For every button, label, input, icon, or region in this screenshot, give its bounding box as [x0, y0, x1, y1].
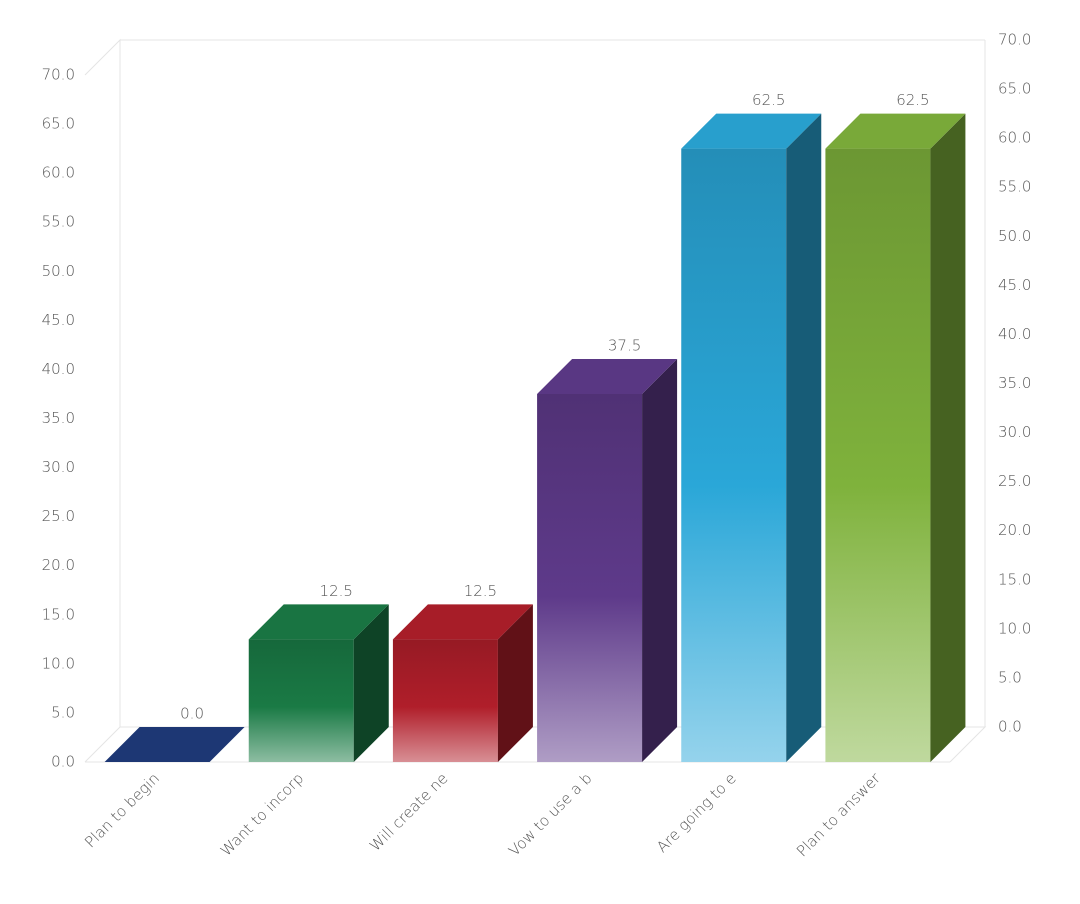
y2-tick-label: 15.0 [998, 570, 1031, 588]
x-tick-label: Vow to use a b [505, 769, 595, 859]
y2-tick-label: 20.0 [998, 521, 1031, 539]
y-tick-label: 45.0 [42, 311, 75, 329]
value-label: 12.5 [320, 582, 353, 600]
y-tick-label: 35.0 [42, 409, 75, 427]
value-label: 12.5 [464, 582, 497, 600]
bar-front [537, 393, 643, 762]
bar-side [497, 604, 533, 762]
y-tick-label: 10.0 [42, 654, 75, 672]
y-tick-label: 25.0 [42, 507, 75, 525]
bar-front [681, 148, 787, 762]
y-tick-label: 50.0 [42, 262, 75, 280]
value-label: 37.5 [608, 336, 641, 354]
bar-top [681, 113, 822, 149]
bar-side [642, 358, 678, 762]
x-tick-label: Plan to begin [81, 769, 163, 851]
y2-tick-label: 25.0 [998, 472, 1031, 490]
bar-side [786, 113, 822, 763]
y2-tick-label: 65.0 [998, 80, 1031, 98]
bar-front [825, 148, 931, 762]
value-label: 0.0 [180, 705, 204, 723]
y-tick-label: 0.0 [51, 753, 75, 771]
y-tick-label: 5.0 [51, 703, 75, 721]
y2-tick-label: 30.0 [998, 423, 1031, 441]
y2-tick-label: 50.0 [998, 227, 1031, 245]
value-label: 62.5 [752, 91, 785, 109]
x-tick-label: Plan to answer [793, 769, 885, 861]
y-tick-label: 30.0 [42, 458, 75, 476]
y2-tick-label: 60.0 [998, 129, 1031, 147]
y-tick-label: 55.0 [42, 213, 75, 231]
x-tick-label: Will create ne [366, 769, 451, 854]
bar-top [248, 604, 389, 640]
y-tick-label: 65.0 [42, 115, 75, 133]
y2-tick-label: 40.0 [998, 325, 1031, 343]
y-tick-label: 70.0 [42, 66, 75, 84]
bar-top [537, 358, 678, 394]
y-tick-label: 40.0 [42, 360, 75, 378]
y2-tick-label: 55.0 [998, 178, 1031, 196]
bar-top [825, 113, 966, 149]
walls [84, 38, 987, 763]
x-tick-label: Are going to e [653, 769, 740, 856]
y2-tick-label: 10.0 [998, 619, 1031, 637]
floor-edge [84, 726, 121, 763]
bar-side [353, 604, 389, 762]
y2-tick-label: 35.0 [998, 374, 1031, 392]
bar-front [392, 639, 498, 762]
y2-tick-label: 45.0 [998, 276, 1031, 294]
bar-top [104, 727, 245, 762]
y2-tick-label: 0.0 [998, 718, 1022, 736]
bar-top [392, 604, 533, 640]
value-label: 62.5 [896, 91, 929, 109]
y2-tick-label: 5.0 [998, 668, 1022, 686]
bar-side [930, 113, 966, 763]
y-tick-label: 20.0 [42, 556, 75, 574]
x-tick-label: Want to incorp [217, 769, 307, 859]
y-tick-label: 15.0 [42, 605, 75, 623]
y2-tick-label: 70.0 [998, 31, 1031, 49]
bar-front [248, 639, 354, 762]
y-tick-label: 60.0 [42, 164, 75, 182]
